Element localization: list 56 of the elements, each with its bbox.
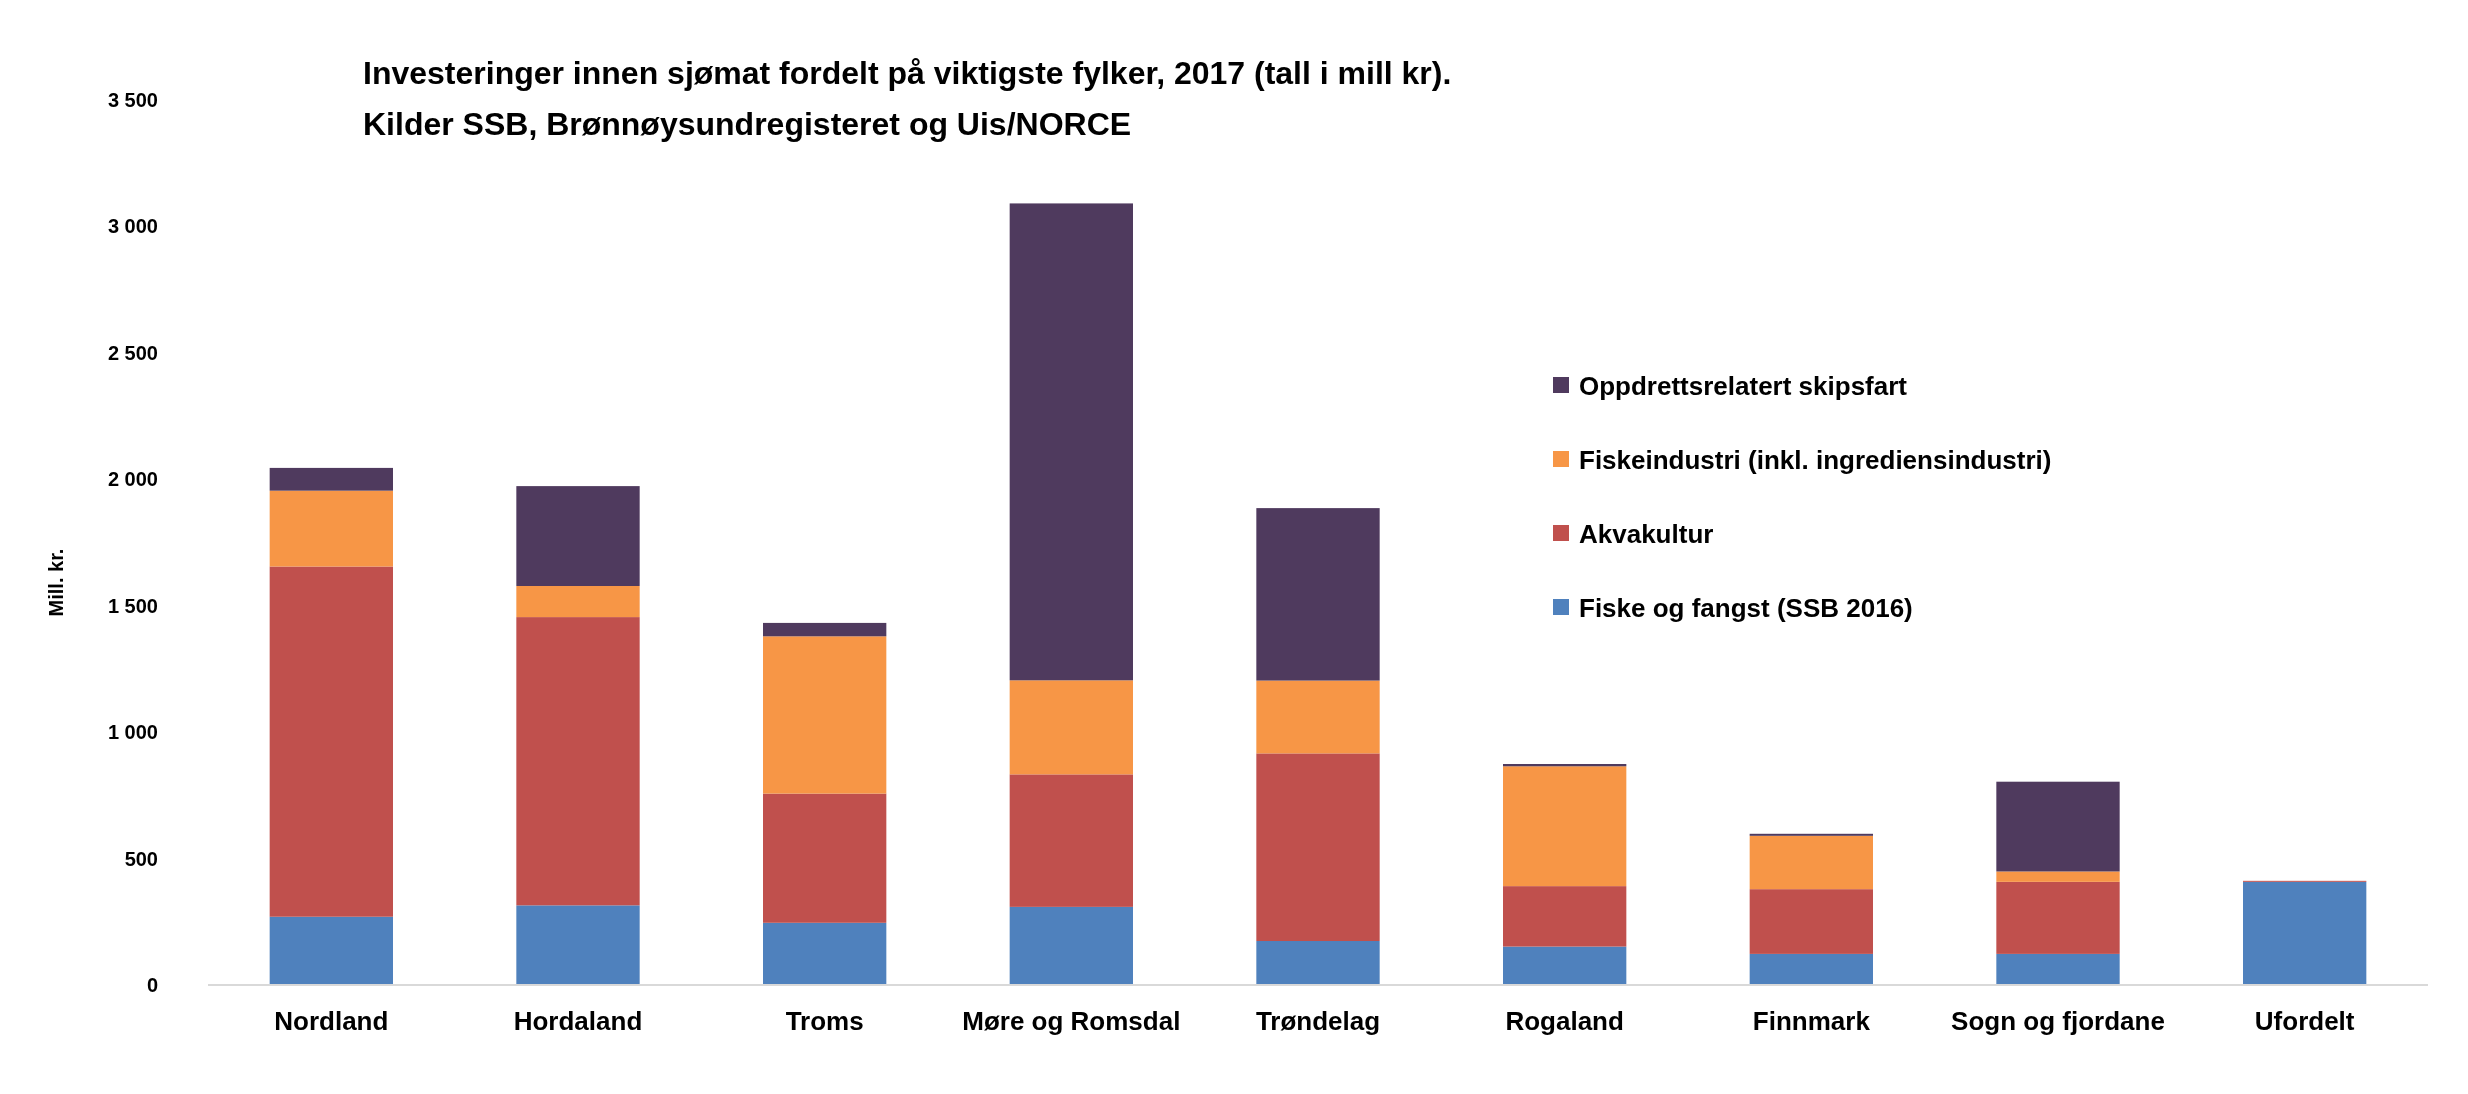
bar (516, 486, 640, 586)
bar (516, 617, 640, 906)
x-tick-label: Hordaland (513, 1006, 643, 1036)
bar (2243, 881, 2367, 985)
bar (1996, 871, 2120, 882)
bar (1996, 881, 2120, 954)
bar (1996, 953, 2120, 985)
bar (269, 566, 393, 917)
legend-label: Fiske og fangst (SSB 2016) (1579, 593, 1913, 624)
bar (1009, 774, 1133, 907)
bar (1503, 886, 1627, 947)
y-axis-title: Mill. kr. (45, 548, 67, 617)
bar (1009, 203, 1133, 681)
bar (269, 490, 393, 567)
bar (1009, 680, 1133, 775)
bar (1749, 889, 1873, 954)
x-tick-label: Sogn og fjordane (1951, 1006, 2165, 1036)
y-tick-label: 1 500 (107, 594, 158, 617)
bar (763, 636, 887, 794)
y-tick-label: 500 (124, 847, 158, 870)
y-tick-label: 2 000 (107, 468, 158, 491)
chart-subtitle: Kilder SSB, Brønnøysundregisteret og Uis/NORCE (363, 106, 1132, 142)
x-tick-label: Troms (785, 1006, 864, 1036)
bar (1256, 508, 1380, 681)
legend-label: Oppdrettsrelatert skipsfart (1579, 371, 1908, 402)
y-tick-label: 3 500 (107, 89, 158, 111)
bar (1256, 753, 1380, 941)
bar (1256, 941, 1380, 985)
y-tick-label: 2 500 (107, 341, 158, 364)
legend-label: Akvakultur (1579, 519, 1714, 550)
bar (516, 905, 640, 985)
chart-title: Investeringer innen sjømat fordelt på viktigste fylker, 2017 (tall i mill kr). (363, 55, 1452, 91)
bar (763, 622, 887, 637)
bar (1749, 835, 1873, 890)
bar (516, 585, 640, 618)
bar (269, 916, 393, 985)
x-tick-label: Nordland (274, 1006, 389, 1036)
bar (1503, 766, 1627, 887)
bar (1749, 953, 1873, 985)
bar (1009, 906, 1133, 985)
x-tick-label: Møre og Romsdal (962, 1006, 1181, 1036)
x-tick-label: Finnmark (1752, 1006, 1871, 1036)
x-tick-label: Rogaland (1505, 1006, 1624, 1036)
bar (1996, 781, 2120, 872)
bar (763, 922, 887, 985)
x-tick-label: Ufordelt (2254, 1006, 2355, 1036)
bar (269, 467, 393, 491)
bar (1503, 946, 1627, 985)
bar (1256, 680, 1380, 754)
y-tick-label: 3 000 (107, 215, 158, 238)
y-tick-label: 1 000 (107, 721, 158, 744)
bar (1749, 833, 1873, 836)
x-tick-label: Trøndelag (1255, 1006, 1381, 1036)
legend-label: Fiskeindustri (inkl. ingrediensindustri) (1579, 445, 2052, 476)
y-tick-label: 0 (146, 974, 158, 996)
bar (763, 793, 887, 923)
